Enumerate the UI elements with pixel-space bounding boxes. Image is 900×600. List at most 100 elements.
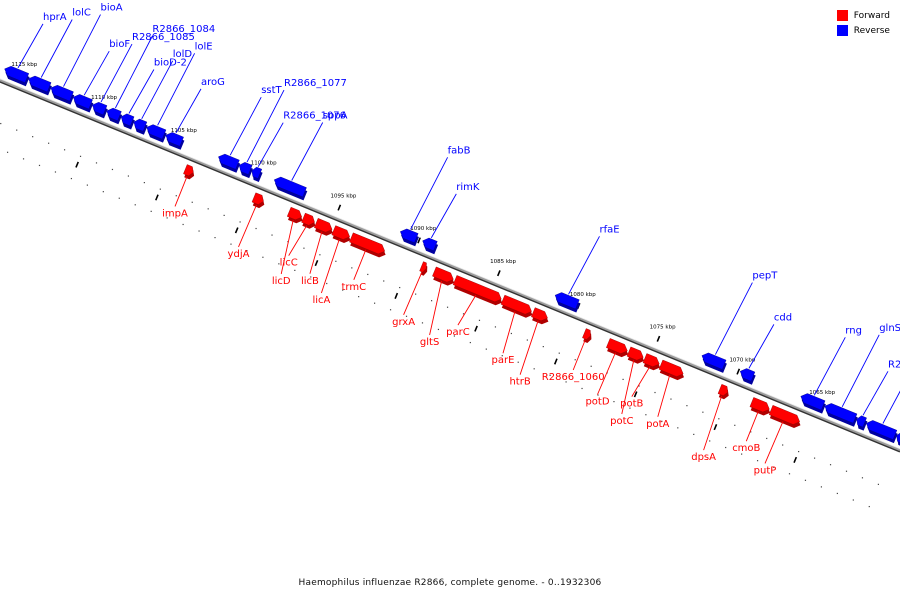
gene-rimK[interactable] bbox=[422, 237, 438, 251]
gene-dpsA[interactable] bbox=[717, 384, 729, 396]
gene-licA-leader bbox=[320, 238, 340, 294]
gene-bioD-2-label[interactable]: bioD-2 bbox=[154, 58, 187, 69]
gene-bioF[interactable] bbox=[72, 94, 93, 110]
gene-glgB[interactable] bbox=[896, 432, 900, 443]
gene-ydjA-label[interactable]: ydjA bbox=[228, 249, 250, 260]
gene-rimK-label[interactable]: rimK bbox=[456, 182, 480, 193]
gene-glnS[interactable] bbox=[824, 403, 858, 424]
gene-R2866_1060[interactable] bbox=[582, 328, 591, 340]
gene-bioA[interactable] bbox=[50, 84, 74, 102]
gene-R2866_1076-label[interactable]: R2866_1076 bbox=[283, 111, 346, 122]
gene-licB-label[interactable]: licB bbox=[301, 276, 319, 287]
gene-R2866_1047-label[interactable]: R2866_1047 bbox=[888, 359, 900, 370]
gene-rng[interactable] bbox=[800, 393, 826, 411]
gene-R2866_1060-label[interactable]: R2866_1060 bbox=[542, 372, 605, 383]
gene-potD-label[interactable]: potD bbox=[585, 397, 609, 408]
gene-licC[interactable] bbox=[301, 212, 315, 226]
gene-sppA[interactable] bbox=[273, 176, 307, 198]
tick-label: 1110 kbp bbox=[91, 95, 117, 101]
gene-dpsA-label[interactable]: dpsA bbox=[691, 452, 716, 463]
scale-dot bbox=[102, 191, 104, 193]
gene-R2866_1084[interactable] bbox=[106, 107, 122, 122]
gene-potB-label[interactable]: potB bbox=[620, 399, 643, 410]
gene-putP-label[interactable]: putP bbox=[754, 465, 777, 476]
gene-bioF-label[interactable]: bioF bbox=[109, 39, 130, 50]
gene-potA[interactable] bbox=[658, 359, 684, 377]
gene-lolC-label[interactable]: lolC bbox=[72, 8, 91, 19]
gene-licD[interactable] bbox=[286, 206, 303, 221]
gene-aroG[interactable] bbox=[165, 132, 184, 147]
gene-rimK-leader bbox=[430, 193, 457, 239]
scale-dot bbox=[693, 433, 695, 436]
gene-potB[interactable] bbox=[642, 353, 660, 367]
gene-putP-leader bbox=[764, 421, 784, 464]
gene-parC[interactable] bbox=[452, 275, 502, 303]
gene-rng-label[interactable]: rng bbox=[845, 325, 862, 336]
gene-hprA-label[interactable]: hprA bbox=[43, 12, 67, 23]
gene-licB[interactable] bbox=[314, 218, 333, 233]
gene-lolC[interactable] bbox=[28, 75, 52, 93]
gene-sstT[interactable] bbox=[218, 153, 240, 170]
gene-fabB-label[interactable]: fabB bbox=[448, 145, 471, 156]
gene-R2866_1084-leader bbox=[114, 35, 153, 109]
gene-potA-label[interactable]: potA bbox=[646, 419, 669, 430]
gene-glnS-label[interactable]: glnS bbox=[879, 323, 900, 334]
gene-trmC-label[interactable]: trmC bbox=[342, 282, 367, 293]
gene-parE-label[interactable]: parE bbox=[492, 355, 515, 366]
scale-dot bbox=[175, 195, 177, 197]
gene-potC[interactable] bbox=[626, 346, 644, 361]
gene-potB-leader bbox=[631, 366, 651, 397]
scale-dot bbox=[405, 315, 408, 317]
gene-rfaE[interactable] bbox=[554, 292, 580, 310]
gene-htrB-label[interactable]: htrB bbox=[509, 377, 530, 388]
gene-lolE-label[interactable]: lolE bbox=[195, 41, 213, 52]
gene-R2866_1077-label[interactable]: R2866_1077 bbox=[284, 78, 347, 89]
gene-R2866_1085[interactable] bbox=[92, 101, 108, 116]
gene-licA-label[interactable]: licA bbox=[312, 295, 330, 306]
gene-rfaE-label[interactable]: rfaE bbox=[600, 224, 620, 235]
gene-parC-label[interactable]: parC bbox=[446, 327, 470, 338]
gene-trmC[interactable] bbox=[349, 232, 386, 255]
gene-cmoB[interactable] bbox=[749, 397, 770, 413]
gene-lolD[interactable] bbox=[133, 118, 148, 132]
gene-ydjA[interactable] bbox=[251, 192, 264, 205]
gene-malQ[interactable] bbox=[866, 420, 898, 440]
gene-sppA-label[interactable]: sppA bbox=[323, 111, 348, 122]
gene-lolD-label[interactable]: lolD bbox=[173, 49, 193, 60]
gene-sstT-label[interactable]: sstT bbox=[261, 85, 282, 96]
gene-cdd-leader bbox=[748, 324, 775, 369]
gene-lolE[interactable] bbox=[146, 124, 167, 140]
gene-R2866_1084-label[interactable]: R2866_1084 bbox=[152, 24, 215, 35]
gene-fabB[interactable] bbox=[400, 228, 419, 244]
gene-bioA-label[interactable]: bioA bbox=[101, 3, 123, 14]
gene-R2866_1076[interactable] bbox=[251, 166, 263, 179]
gene-impA[interactable] bbox=[183, 164, 194, 177]
gene-R2866_1047[interactable] bbox=[856, 415, 867, 428]
gene-impA-label[interactable]: impA bbox=[162, 208, 188, 219]
scale-dot bbox=[558, 352, 560, 354]
gene-gltS-label[interactable]: gltS bbox=[420, 337, 439, 348]
gene-pepT-label[interactable]: pepT bbox=[752, 271, 778, 282]
gene-hprA[interactable] bbox=[4, 65, 30, 83]
gene-parE[interactable] bbox=[500, 294, 532, 315]
gene-potC-label[interactable]: potC bbox=[610, 416, 633, 427]
gene-R2866_1077[interactable] bbox=[238, 162, 253, 175]
gene-cdd[interactable] bbox=[739, 368, 756, 382]
gene-cmoB-label[interactable]: cmoB bbox=[732, 443, 760, 454]
gene-grxA-label[interactable]: grxA bbox=[392, 317, 415, 328]
scale-dot bbox=[654, 391, 656, 394]
gene-licD-label[interactable]: licD bbox=[272, 276, 291, 287]
gene-R2866_1085-label[interactable]: R2866_1085 bbox=[132, 32, 195, 43]
gene-licA[interactable] bbox=[331, 225, 350, 240]
gene-aroG-label[interactable]: aroG bbox=[201, 77, 225, 88]
gene-potD[interactable] bbox=[606, 338, 628, 354]
gene-licC-label[interactable]: licC bbox=[280, 258, 298, 269]
gene-htrB[interactable] bbox=[531, 307, 548, 322]
gene-cdd-label[interactable]: cdd bbox=[774, 312, 792, 323]
gene-bioD-2[interactable] bbox=[120, 113, 135, 127]
gene-putP[interactable] bbox=[768, 405, 800, 425]
gene-gltS[interactable] bbox=[432, 266, 454, 283]
gene-grxA[interactable] bbox=[419, 261, 427, 273]
gene-fabB-leader bbox=[410, 157, 449, 230]
gene-pepT[interactable] bbox=[701, 352, 727, 370]
